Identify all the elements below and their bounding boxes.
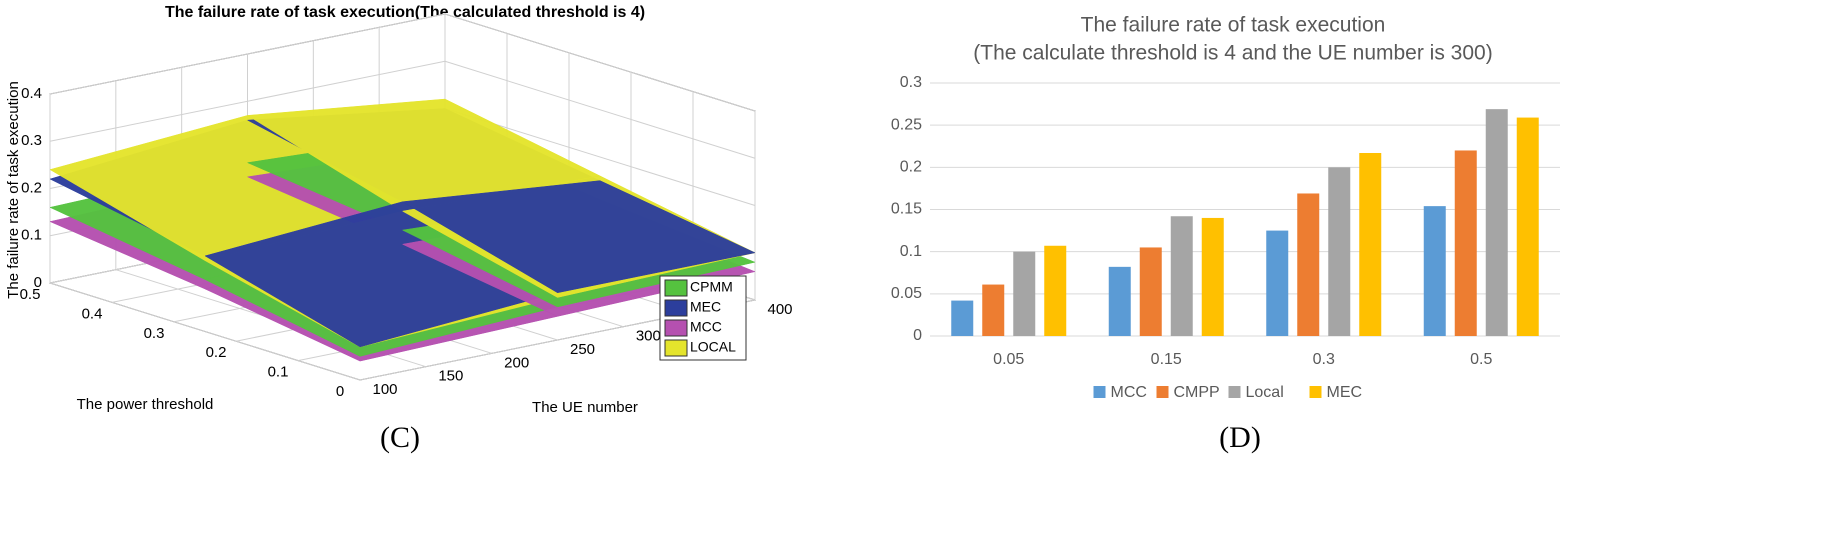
grid-line <box>49 60 446 142</box>
legend-swatch <box>1228 386 1241 398</box>
x-tick-label: 0.5 <box>1470 351 1492 368</box>
y-tick-label: 0.3 <box>144 325 165 342</box>
grid-line <box>444 60 756 159</box>
legend-swatch <box>1309 386 1322 398</box>
bar <box>1359 152 1382 336</box>
x-tick-label: 250 <box>570 341 595 358</box>
x-tick-label: 0.15 <box>1151 351 1182 368</box>
z-tick-label: 0.1 <box>21 227 42 244</box>
legend-swatch <box>664 279 688 297</box>
z-tick-label: 0.4 <box>21 85 42 102</box>
x-tick-label: 400 <box>767 301 792 318</box>
x-tick-label: 100 <box>372 381 397 398</box>
legend-label: CMPP <box>1174 384 1220 401</box>
bar <box>1328 167 1351 336</box>
legend-swatch <box>664 339 688 357</box>
legend-label: MCC <box>690 319 722 335</box>
x-tick-label: 300 <box>636 328 661 345</box>
chart-title: The failure rate of task execution(The c… <box>165 4 645 21</box>
z-axis-label: The failure rate of task execution <box>5 81 22 299</box>
y-tick-label: 0.2 <box>900 159 922 176</box>
y-tick-label: 0.5 <box>20 286 41 303</box>
y-tick-label: 0.1 <box>900 243 922 260</box>
bar <box>1423 206 1446 336</box>
grid-line <box>444 13 756 112</box>
x-tick-label: 200 <box>504 354 529 371</box>
z-tick-label: 0.2 <box>21 179 42 196</box>
legend-label: Local <box>1246 384 1284 401</box>
x-tick-label: 0.3 <box>1313 351 1335 368</box>
legend-label: CPMM <box>690 279 733 295</box>
y-tick-label: 0.1 <box>268 364 289 381</box>
x-axis-label: The UE number <box>532 399 638 416</box>
y-tick-label: 0 <box>913 327 922 344</box>
z-tick-label: 0.3 <box>21 132 42 149</box>
bar <box>1485 109 1508 336</box>
legend-swatch <box>664 319 688 337</box>
bar <box>1108 266 1131 336</box>
legend-swatch <box>1093 386 1106 398</box>
y-tick-label: 0.4 <box>82 305 103 322</box>
legend-label: LOCAL <box>690 339 736 355</box>
bar <box>1044 245 1067 336</box>
bar <box>1297 193 1320 336</box>
grid-line <box>49 13 446 95</box>
bar <box>1139 247 1162 336</box>
y-tick-label: 0.05 <box>891 285 922 302</box>
bar <box>1170 216 1193 336</box>
y-axis-label: The power threshold <box>77 396 214 413</box>
y-tick-label: 0.3 <box>900 74 922 91</box>
caption: (C) <box>380 421 420 454</box>
grid-line <box>49 282 361 381</box>
y-tick-label: 0.2 <box>206 344 227 361</box>
chart-subtitle: (The calculate threshold is 4 and the UE… <box>973 42 1492 65</box>
bar <box>951 300 974 336</box>
z-tick-label: 0 <box>34 274 42 291</box>
x-tick-label: 0.05 <box>993 351 1024 368</box>
y-tick-label: 0.25 <box>891 116 922 133</box>
y-tick-label: 0 <box>336 383 344 400</box>
bar <box>1454 150 1477 336</box>
caption: (D) <box>1219 421 1261 454</box>
bar <box>1516 117 1539 337</box>
legend-label: MEC <box>690 299 721 315</box>
surface-patch <box>401 180 756 294</box>
chart-title: The failure rate of task execution <box>1081 14 1386 37</box>
legend-swatch <box>664 299 688 317</box>
bar <box>1013 251 1036 336</box>
y-tick-label: 0.15 <box>891 201 922 218</box>
legend-label: MCC <box>1111 384 1147 401</box>
bar <box>1266 230 1289 336</box>
x-tick-label: 150 <box>438 368 463 385</box>
bar <box>982 284 1005 336</box>
legend-label: MEC <box>1327 384 1363 401</box>
bar <box>1201 217 1224 336</box>
legend-swatch <box>1156 386 1169 398</box>
